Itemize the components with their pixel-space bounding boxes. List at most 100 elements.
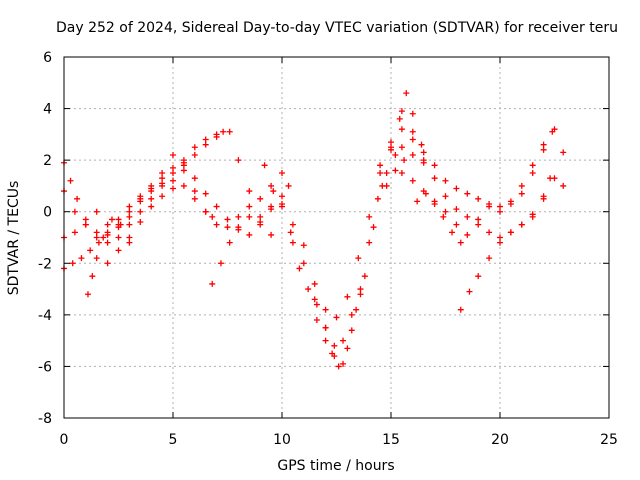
data-point xyxy=(74,195,81,202)
data-point xyxy=(348,311,355,318)
data-point xyxy=(148,195,155,202)
data-point xyxy=(84,291,91,298)
data-point xyxy=(226,128,233,135)
series-track-16 xyxy=(414,190,464,246)
data-point xyxy=(331,353,338,360)
data-point xyxy=(453,221,460,228)
data-point xyxy=(401,157,408,164)
data-point xyxy=(117,221,124,228)
data-point xyxy=(507,229,514,236)
data-point xyxy=(370,224,377,231)
data-point xyxy=(235,213,242,220)
data-point xyxy=(388,139,394,146)
data-point xyxy=(333,314,340,321)
data-point xyxy=(220,128,227,135)
data-point xyxy=(261,162,268,169)
data-point xyxy=(398,126,405,133)
x-tick-label: 10 xyxy=(273,432,291,448)
data-point xyxy=(366,213,373,220)
data-point xyxy=(486,229,493,236)
data-point xyxy=(313,301,320,308)
data-point xyxy=(398,108,405,115)
data-point xyxy=(464,231,471,238)
data-point xyxy=(126,239,133,246)
data-point xyxy=(137,198,144,205)
data-point xyxy=(235,224,242,231)
data-point xyxy=(202,190,209,197)
data-point xyxy=(431,200,438,207)
data-point xyxy=(340,337,347,344)
data-point xyxy=(93,234,100,241)
data-point xyxy=(268,182,275,189)
data-point xyxy=(268,206,275,213)
data-point xyxy=(377,162,384,169)
data-point xyxy=(170,151,176,158)
y-tick-label: 6 xyxy=(43,50,52,66)
data-point xyxy=(322,337,329,344)
data-point xyxy=(497,234,503,241)
y-tick-labels: -8 -6 -4 -2 0 2 4 6 xyxy=(38,50,52,427)
y-tick-label: 0 xyxy=(43,205,52,221)
data-point xyxy=(170,164,176,171)
data-point xyxy=(518,190,525,197)
data-point xyxy=(322,324,329,331)
data-point xyxy=(420,159,427,166)
series-track-4 xyxy=(61,177,275,272)
data-point xyxy=(529,162,536,169)
data-point xyxy=(209,213,216,220)
data-point xyxy=(457,239,464,246)
data-point xyxy=(344,293,351,300)
data-point xyxy=(180,182,187,189)
data-point xyxy=(246,231,253,238)
data-point xyxy=(257,221,264,228)
data-point xyxy=(357,291,364,298)
data-point xyxy=(159,175,166,182)
data-point xyxy=(180,157,187,164)
data-point xyxy=(403,90,410,97)
data-point xyxy=(213,133,220,140)
data-point xyxy=(268,231,275,238)
data-point xyxy=(71,208,78,215)
data-point xyxy=(115,247,122,254)
data-point xyxy=(126,234,133,241)
plot-frame xyxy=(63,56,610,419)
data-point xyxy=(289,239,296,246)
data-point xyxy=(409,177,416,184)
data-point xyxy=(126,213,133,220)
data-point xyxy=(202,208,209,215)
data-point xyxy=(148,188,155,195)
data-point xyxy=(409,110,416,117)
data-point xyxy=(440,213,447,220)
data-point xyxy=(104,231,111,238)
data-point xyxy=(289,221,296,228)
data-point xyxy=(279,200,285,207)
data-point xyxy=(71,229,78,236)
series-track-15 xyxy=(398,128,556,238)
data-point xyxy=(305,286,312,293)
data-point xyxy=(466,288,473,295)
x-tick-label: 15 xyxy=(382,432,400,448)
x-tick-label: 5 xyxy=(169,432,178,448)
data-point xyxy=(296,265,303,272)
data-point xyxy=(104,239,111,246)
data-point xyxy=(224,224,231,231)
data-point xyxy=(217,260,224,267)
data-point xyxy=(300,260,307,267)
data-point xyxy=(287,229,294,236)
data-point xyxy=(89,273,96,280)
data-point xyxy=(93,255,100,262)
data-point xyxy=(442,208,449,215)
x-tick-labels: 0 5 10 15 20 25 xyxy=(60,432,618,448)
data-point xyxy=(126,203,133,210)
y-tick-label: -4 xyxy=(38,308,52,324)
data-point xyxy=(431,162,438,169)
axis-ticks xyxy=(63,56,610,419)
data-point xyxy=(313,317,320,324)
data-point xyxy=(507,198,514,205)
data-point xyxy=(560,149,567,156)
data-point xyxy=(191,151,198,158)
data-point xyxy=(100,234,107,241)
series-track-7 xyxy=(180,167,216,220)
data-point xyxy=(464,213,471,220)
data-point xyxy=(285,182,292,189)
